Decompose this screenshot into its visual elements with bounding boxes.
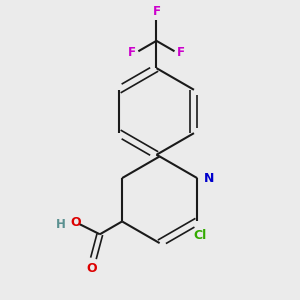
- Text: O: O: [70, 216, 81, 230]
- Text: F: F: [177, 46, 185, 59]
- Text: N: N: [204, 172, 214, 184]
- Text: Cl: Cl: [194, 230, 207, 242]
- Text: H: H: [56, 218, 66, 231]
- Text: F: F: [152, 5, 160, 18]
- Text: F: F: [128, 46, 136, 59]
- Text: O: O: [86, 262, 97, 275]
